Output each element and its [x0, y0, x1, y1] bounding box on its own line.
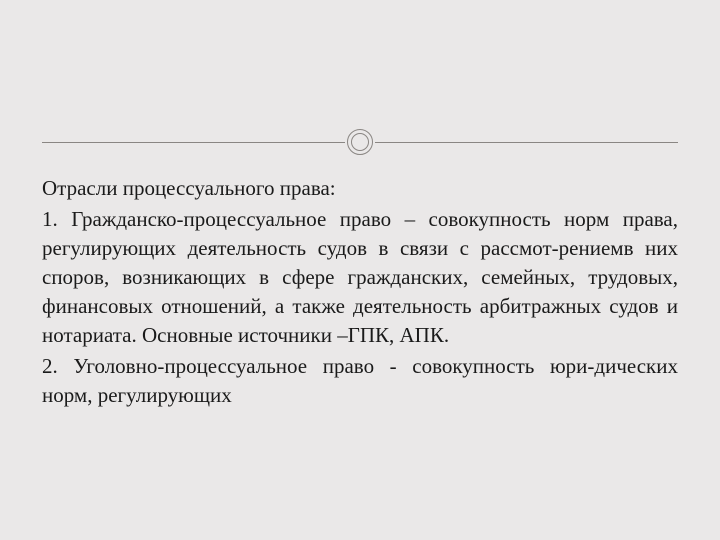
- list-item-1: 1. Гражданско-процессуальное право – сов…: [42, 205, 678, 350]
- slide-container: Отрасли процессуального права: 1. Гражда…: [0, 0, 720, 540]
- body-text: Отрасли процессуального права: 1. Гражда…: [42, 174, 678, 410]
- ring-outer-icon: [347, 129, 373, 155]
- ring-ornament: [345, 127, 375, 157]
- intro-line: Отрасли процессуального права:: [42, 174, 678, 203]
- title-placeholder: [42, 48, 678, 100]
- divider: [42, 128, 678, 156]
- list-item-2: 2. Уголовно-процессуальное право - совок…: [42, 352, 678, 410]
- ring-inner-icon: [351, 133, 369, 151]
